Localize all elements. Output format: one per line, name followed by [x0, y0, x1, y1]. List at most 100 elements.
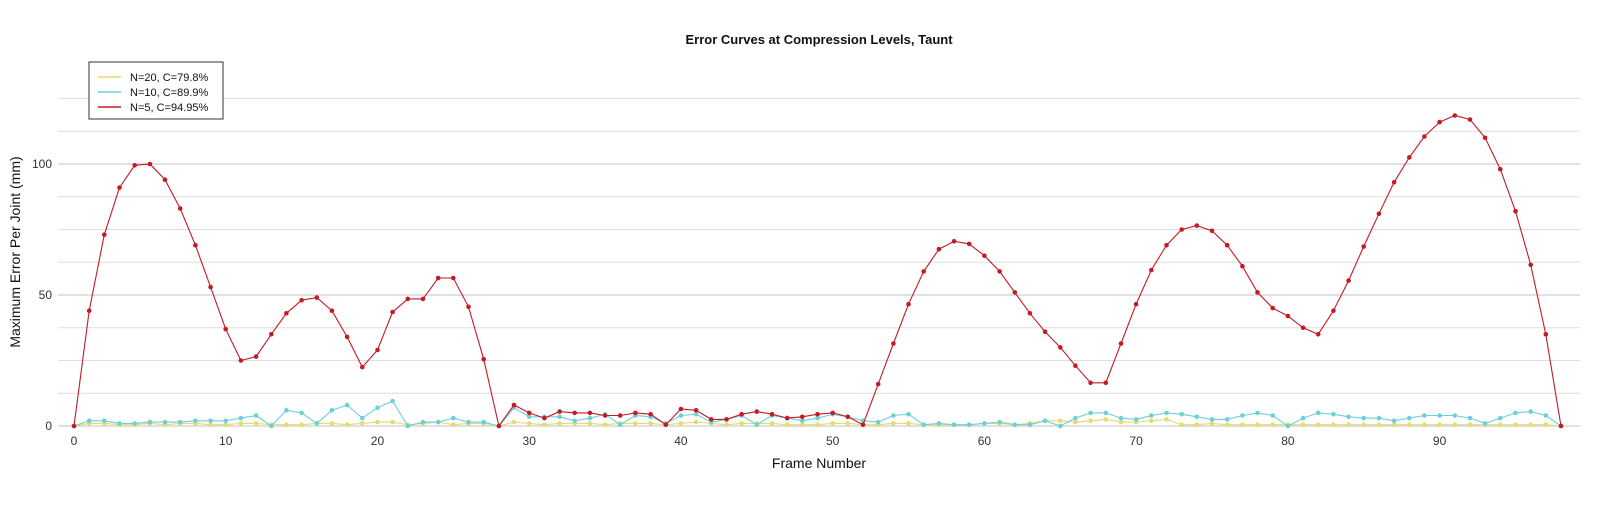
data-point — [1088, 380, 1093, 386]
data-point — [617, 413, 623, 418]
data-point — [815, 415, 820, 421]
legend-label: N=10, C=89.9% — [130, 87, 208, 99]
data-point — [1073, 419, 1078, 425]
data-point — [405, 296, 411, 302]
data-point — [375, 405, 380, 411]
data-point — [739, 421, 744, 426]
data-point — [1118, 415, 1124, 421]
data-point — [1361, 422, 1366, 428]
data-point — [1270, 305, 1275, 311]
y-axis-label: Maximum Error Per Joint (mm) — [7, 156, 23, 347]
data-point — [1255, 422, 1260, 428]
data-point — [496, 423, 502, 429]
series-2 — [71, 398, 1564, 429]
data-point — [815, 411, 820, 417]
data-point — [800, 414, 805, 420]
data-point — [875, 381, 881, 387]
data-point — [1300, 422, 1306, 428]
data-point — [1482, 135, 1488, 141]
data-point — [1498, 422, 1503, 428]
data-point — [1073, 415, 1078, 421]
data-point — [466, 304, 471, 310]
data-point — [1194, 223, 1200, 228]
data-point — [253, 354, 259, 359]
data-point — [1088, 410, 1093, 416]
data-point — [572, 410, 577, 416]
data-point — [1422, 422, 1427, 428]
data-point — [693, 408, 699, 413]
data-point — [800, 422, 805, 428]
x-tick-label: 70 — [1129, 434, 1143, 448]
data-point — [739, 411, 744, 417]
data-point — [633, 410, 638, 416]
data-point — [344, 422, 350, 428]
x-tick-label: 20 — [371, 434, 385, 448]
data-point — [906, 421, 911, 426]
data-point — [1346, 278, 1351, 283]
data-point — [1270, 413, 1275, 418]
data-point — [269, 423, 274, 429]
x-tick-label: 10 — [219, 434, 233, 448]
data-point — [481, 356, 487, 362]
data-point — [1285, 423, 1291, 429]
data-point — [891, 421, 896, 426]
data-point — [1073, 363, 1078, 369]
data-point — [1346, 414, 1351, 420]
data-point — [830, 410, 835, 416]
data-point — [1422, 134, 1427, 139]
data-point — [390, 398, 395, 404]
data-point — [1513, 208, 1518, 214]
x-tick-label: 90 — [1433, 434, 1447, 448]
data-point — [663, 422, 669, 428]
chart-title: Error Curves at Compression Levels, Taun… — [685, 32, 953, 47]
data-point — [360, 421, 365, 426]
data-point — [1209, 421, 1215, 426]
data-point — [1376, 211, 1382, 217]
data-point — [1042, 418, 1048, 424]
data-point — [329, 308, 335, 314]
data-point — [633, 421, 638, 426]
data-point — [299, 410, 304, 416]
data-point — [208, 284, 213, 290]
data-point — [1543, 413, 1549, 418]
data-point — [1118, 341, 1124, 346]
data-point — [117, 421, 122, 426]
legend: N=20, C=79.8% N=10, C=89.9% N=5, C=94.95% — [88, 61, 224, 120]
data-point — [921, 269, 926, 274]
data-point — [1012, 422, 1018, 428]
data-point — [648, 421, 653, 426]
data-point — [1240, 413, 1245, 418]
data-point — [1407, 422, 1412, 428]
data-point — [542, 415, 547, 421]
data-point — [193, 242, 198, 248]
data-point — [1088, 418, 1093, 424]
data-point — [390, 309, 395, 315]
data-point — [132, 421, 137, 426]
y-tick-label: 0 — [45, 419, 52, 433]
grid-lines — [58, 98, 1580, 427]
data-point — [678, 421, 684, 426]
data-point — [208, 422, 213, 428]
data-point — [1179, 422, 1184, 428]
data-point — [511, 402, 517, 408]
data-point — [542, 422, 547, 428]
data-point — [1315, 422, 1321, 428]
data-point — [526, 410, 532, 416]
x-tick-label: 30 — [523, 434, 537, 448]
data-point — [1027, 311, 1033, 316]
data-point — [891, 413, 896, 418]
data-point — [830, 421, 835, 426]
data-point — [1270, 422, 1275, 428]
data-point — [1331, 411, 1336, 417]
data-point — [147, 419, 153, 425]
data-point — [602, 422, 608, 428]
data-point — [951, 422, 957, 428]
data-point — [1528, 409, 1533, 414]
series-line — [73, 114, 1562, 428]
data-point — [1103, 380, 1109, 386]
data-point — [724, 422, 729, 428]
data-point — [1437, 119, 1442, 125]
data-point — [253, 413, 259, 418]
data-point — [1027, 422, 1033, 428]
